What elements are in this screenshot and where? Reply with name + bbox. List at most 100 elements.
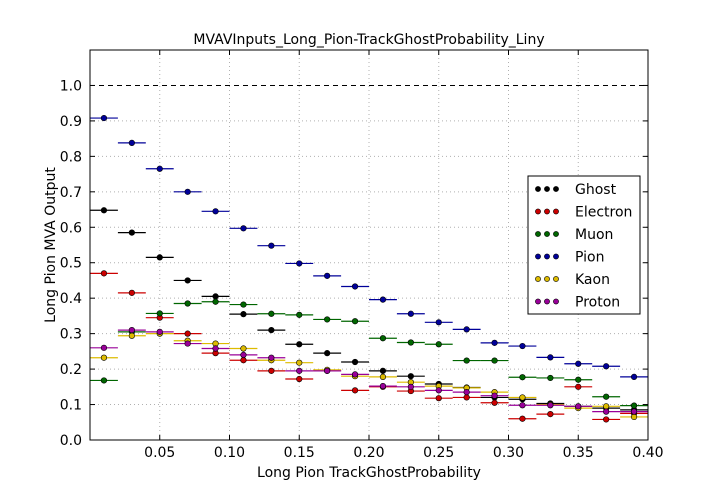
- legend-marker: [553, 231, 559, 237]
- legend-marker: [535, 276, 541, 282]
- data-point: [630, 402, 638, 409]
- data-point: [575, 403, 582, 410]
- data-point: [296, 260, 303, 267]
- data-point: [547, 402, 554, 409]
- data-point: [407, 373, 414, 380]
- data-point: [379, 335, 387, 342]
- data-point: [184, 330, 191, 337]
- legend-entry-proton: Proton: [535, 295, 620, 311]
- data-point: [128, 289, 135, 296]
- data-point: [268, 354, 275, 361]
- data-point: [351, 318, 359, 325]
- y-tick-label: 0.1: [60, 398, 82, 414]
- data-point: [407, 339, 414, 346]
- legend-marker: [553, 253, 559, 260]
- data-point: [296, 359, 303, 366]
- data-point: [603, 403, 610, 410]
- data-point: [156, 254, 163, 261]
- data-point: [630, 413, 638, 421]
- legend-entry-kaon: Kaon: [535, 272, 610, 288]
- data-point: [575, 360, 582, 367]
- data-point: [603, 363, 610, 370]
- data-point: [435, 387, 442, 394]
- legend-marker: [544, 186, 550, 192]
- data-point: [240, 225, 247, 232]
- data-point: [351, 387, 359, 394]
- y-tick-label: 0.7: [60, 185, 82, 201]
- data-point: [296, 311, 303, 318]
- data-point: [240, 311, 247, 318]
- y-tick-label: 1.0: [60, 78, 82, 94]
- data-point: [603, 416, 610, 423]
- legend-marker: [544, 231, 550, 237]
- data-point: [268, 326, 275, 334]
- data-point: [379, 296, 387, 303]
- series-proton: [90, 326, 648, 415]
- data-point: [491, 339, 498, 346]
- data-point: [379, 367, 387, 374]
- legend-marker: [553, 276, 559, 282]
- data-point: [324, 367, 331, 374]
- legend-marker: [544, 276, 550, 282]
- data-point: [379, 383, 387, 390]
- legend-marker: [544, 208, 550, 215]
- data-point: [463, 326, 470, 333]
- legend-entry-pion: Pion: [535, 250, 604, 266]
- legend-marker: [544, 298, 550, 305]
- data-point: [463, 389, 470, 396]
- data-point: [463, 357, 470, 364]
- data-point: [184, 300, 191, 307]
- data-point: [547, 374, 554, 382]
- legend-marker: [535, 231, 541, 237]
- data-point: [547, 354, 554, 361]
- y-tick-label: 0.8: [60, 149, 82, 165]
- data-point: [296, 375, 303, 383]
- data-point: [212, 293, 219, 300]
- series-layer: [90, 114, 648, 423]
- x-tick-label: 0.40: [632, 445, 663, 461]
- data-point: [519, 374, 526, 381]
- data-point: [128, 229, 135, 236]
- series-muon: [90, 298, 648, 409]
- legend-marker: [535, 253, 541, 260]
- legend-label: Kaon: [575, 272, 610, 288]
- legend-marker: [553, 208, 559, 215]
- chart-title: MVAVInputs_Long_Pion-TrackGhostProbabili…: [193, 32, 544, 48]
- legend-label: Electron: [575, 205, 632, 221]
- data-point: [435, 319, 442, 326]
- data-point: [351, 283, 359, 290]
- y-tick-label: 0.3: [60, 327, 82, 343]
- data-point: [324, 350, 331, 357]
- data-point: [351, 358, 359, 366]
- x-tick-label: 0.10: [214, 445, 245, 461]
- x-axis-title: Long Pion TrackGhostProbability: [257, 465, 481, 481]
- data-point: [379, 373, 387, 380]
- data-point: [128, 139, 135, 146]
- legend-entry-muon: Muon: [535, 227, 613, 243]
- x-tick-label: 0.35: [563, 445, 594, 461]
- legend-entry-ghost: Ghost: [535, 182, 617, 198]
- y-tick-label: 0.9: [60, 114, 82, 130]
- data-point: [128, 326, 135, 334]
- data-point: [324, 316, 331, 323]
- x-tick-label: 0.20: [353, 445, 384, 461]
- data-point: [212, 208, 219, 215]
- y-axis-title: Long Pion MVA Output: [43, 167, 59, 323]
- data-point: [240, 345, 247, 352]
- data-point: [407, 383, 414, 390]
- data-point: [407, 310, 414, 317]
- data-point: [100, 270, 108, 277]
- data-point: [100, 354, 108, 361]
- y-tick-label: 0.5: [60, 256, 82, 272]
- data-point: [100, 377, 108, 384]
- data-point: [296, 341, 303, 348]
- data-point: [491, 399, 498, 406]
- data-point: [491, 357, 498, 364]
- data-point: [351, 371, 359, 378]
- data-point: [240, 351, 247, 359]
- data-point: [547, 411, 554, 418]
- data-point: [184, 277, 191, 284]
- data-point: [184, 340, 191, 347]
- x-tick-label: 0.30: [493, 445, 524, 461]
